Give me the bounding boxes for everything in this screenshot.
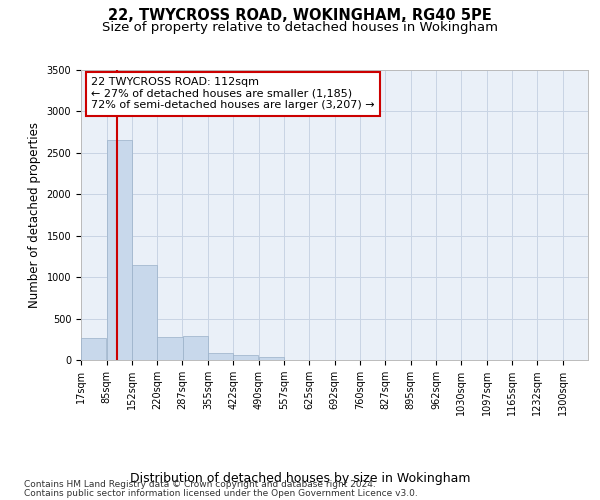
Text: 22 TWYCROSS ROAD: 112sqm
← 27% of detached houses are smaller (1,185)
72% of sem: 22 TWYCROSS ROAD: 112sqm ← 27% of detach… xyxy=(91,77,375,110)
Text: Contains public sector information licensed under the Open Government Licence v3: Contains public sector information licen… xyxy=(24,488,418,498)
Bar xyxy=(157,337,182,360)
Bar xyxy=(208,353,233,360)
Bar xyxy=(81,338,106,360)
Text: Distribution of detached houses by size in Wokingham: Distribution of detached houses by size … xyxy=(130,472,470,485)
Bar xyxy=(107,140,132,360)
Bar xyxy=(259,357,284,360)
Bar xyxy=(182,336,208,360)
Text: Size of property relative to detached houses in Wokingham: Size of property relative to detached ho… xyxy=(102,21,498,34)
Y-axis label: Number of detached properties: Number of detached properties xyxy=(28,122,41,308)
Bar xyxy=(132,264,157,360)
Text: 22, TWYCROSS ROAD, WOKINGHAM, RG40 5PE: 22, TWYCROSS ROAD, WOKINGHAM, RG40 5PE xyxy=(108,8,492,22)
Bar xyxy=(233,356,259,360)
Text: Contains HM Land Registry data © Crown copyright and database right 2024.: Contains HM Land Registry data © Crown c… xyxy=(24,480,376,489)
